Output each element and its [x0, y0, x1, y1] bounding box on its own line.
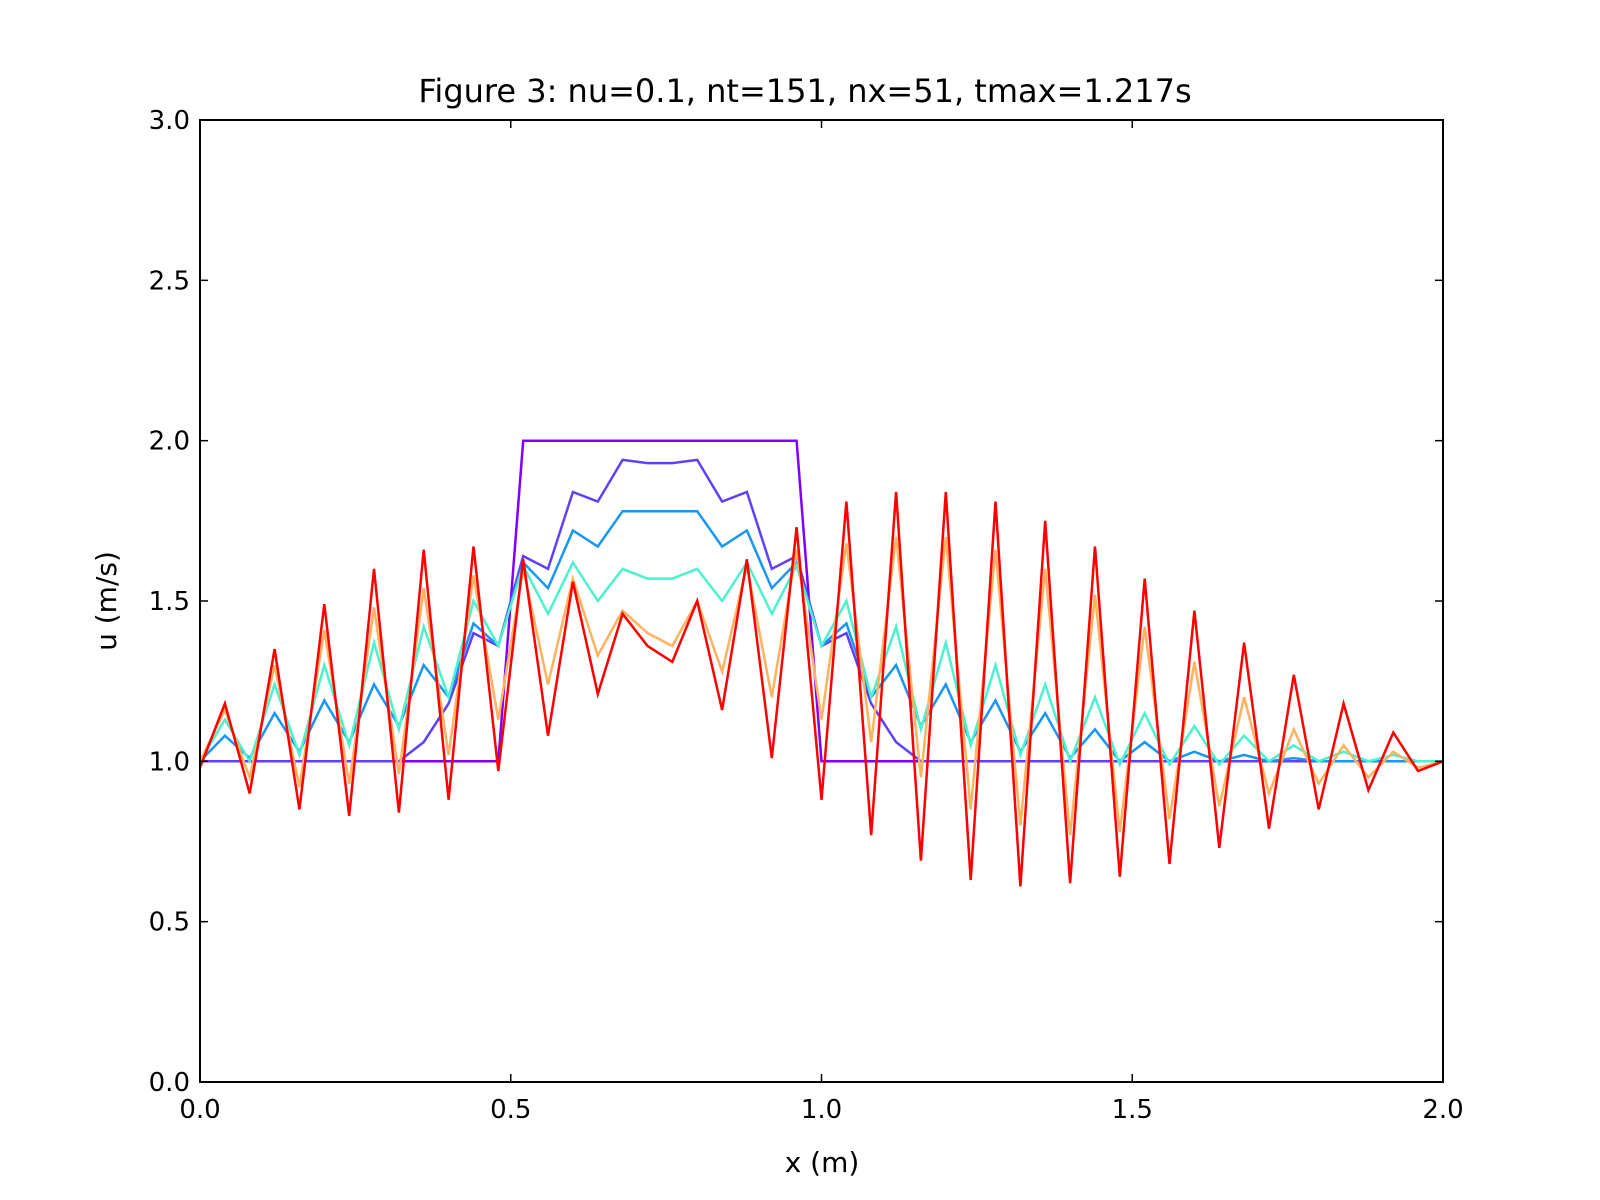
chart-title: Figure 3: nu=0.1, nt=151, nx=51, tmax=1.…	[418, 72, 1191, 110]
x-tick-label: 1.0	[801, 1095, 842, 1125]
x-tick-label: 2.0	[1422, 1095, 1463, 1125]
x-tick-label: 0.5	[490, 1095, 531, 1125]
y-tick-label: 1.0	[149, 747, 190, 777]
plot-lines	[198, 439, 1444, 887]
y-axis-label: u (m/s)	[90, 551, 123, 651]
axis-ticks: 0.0 0.5 1.0 1.5 2.0 0.0 0.5 1.0 1.5 2.0 2.5 3.0	[149, 106, 1464, 1125]
x-tick-label: 0.0	[179, 1095, 220, 1125]
y-tick-label: 3.0	[149, 106, 190, 136]
y-tick-label: 1.5	[149, 587, 190, 617]
x-axis-label: x (m)	[785, 1146, 860, 1179]
series-line-4	[198, 559, 1443, 768]
y-tick-label: 0.5	[149, 908, 190, 938]
y-tick-label: 2.0	[149, 427, 190, 457]
y-tick-label: 2.5	[149, 266, 190, 296]
x-tick-label: 1.5	[1112, 1095, 1153, 1125]
series-line-6	[198, 491, 1444, 887]
y-tick-label: 0.0	[149, 1068, 190, 1098]
